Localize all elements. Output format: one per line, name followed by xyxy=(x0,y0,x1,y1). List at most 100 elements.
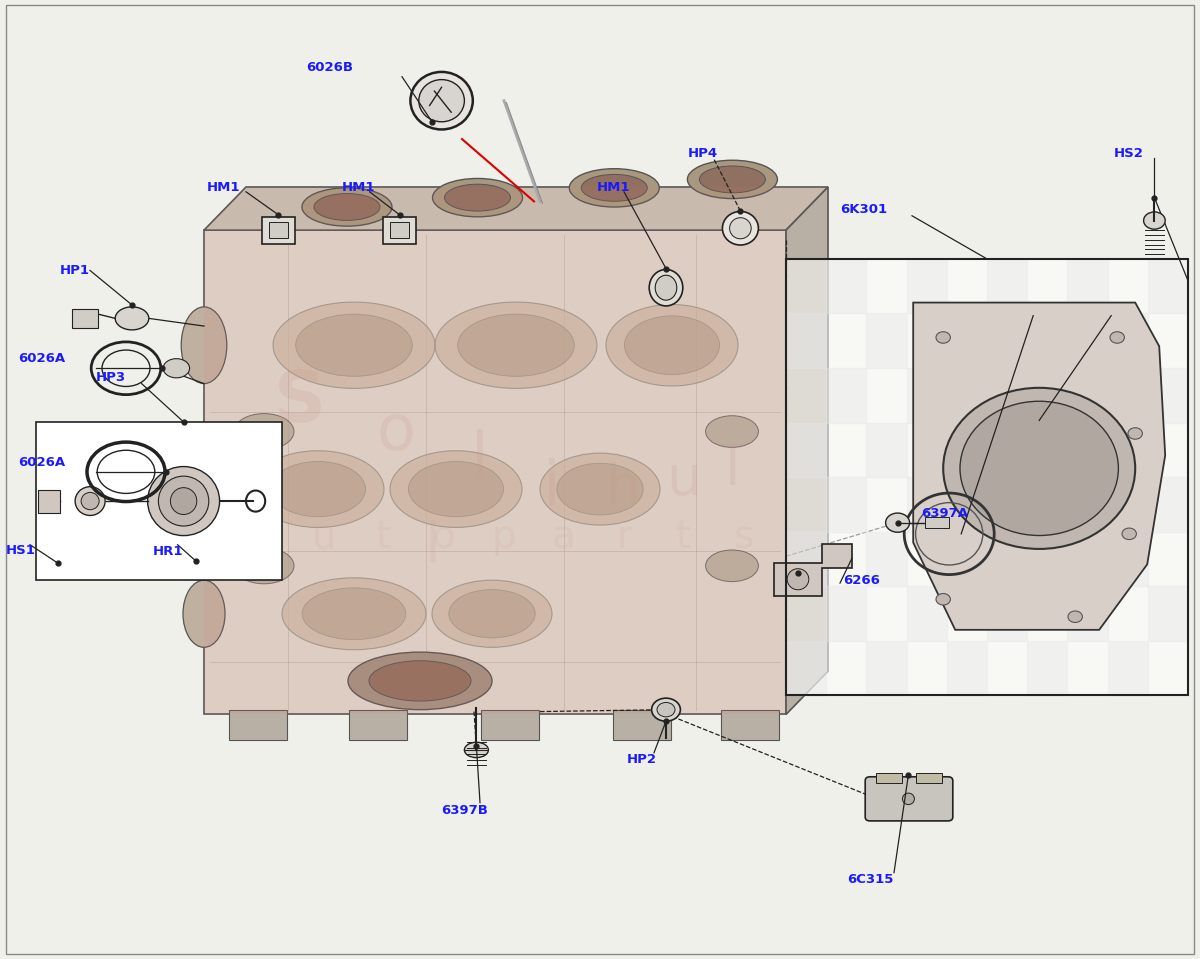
Ellipse shape xyxy=(270,461,366,517)
Ellipse shape xyxy=(432,580,552,647)
Ellipse shape xyxy=(652,698,680,721)
Text: t: t xyxy=(377,518,391,556)
Bar xyxy=(907,477,947,531)
Bar xyxy=(1068,477,1108,531)
Bar xyxy=(827,259,866,314)
Ellipse shape xyxy=(234,548,294,584)
Text: HS1: HS1 xyxy=(6,544,36,557)
Bar xyxy=(786,423,826,477)
Bar xyxy=(1027,531,1068,586)
Text: 6026A: 6026A xyxy=(18,352,65,365)
Ellipse shape xyxy=(706,550,758,581)
Text: 6397A: 6397A xyxy=(922,506,968,520)
Ellipse shape xyxy=(606,304,738,386)
Bar xyxy=(1147,259,1188,314)
Text: HR1: HR1 xyxy=(152,545,182,558)
Ellipse shape xyxy=(419,80,464,122)
Ellipse shape xyxy=(82,493,100,509)
Ellipse shape xyxy=(936,332,950,343)
Ellipse shape xyxy=(457,315,575,376)
Ellipse shape xyxy=(181,307,227,384)
Ellipse shape xyxy=(295,315,413,376)
Ellipse shape xyxy=(436,302,598,388)
Ellipse shape xyxy=(464,742,488,758)
Text: S: S xyxy=(274,368,326,437)
Bar xyxy=(866,423,907,477)
Bar xyxy=(947,314,986,368)
Text: u: u xyxy=(312,518,336,556)
Text: t: t xyxy=(677,518,691,556)
Bar xyxy=(907,368,947,423)
Ellipse shape xyxy=(730,218,751,239)
Bar xyxy=(390,222,409,238)
Ellipse shape xyxy=(1110,332,1124,343)
Ellipse shape xyxy=(581,175,647,201)
Bar xyxy=(827,586,866,641)
Bar xyxy=(1108,641,1148,695)
Bar xyxy=(866,314,907,368)
Ellipse shape xyxy=(1144,212,1165,229)
Ellipse shape xyxy=(410,72,473,129)
Bar xyxy=(262,217,295,244)
Ellipse shape xyxy=(540,454,660,526)
Bar xyxy=(38,489,60,512)
Ellipse shape xyxy=(1068,611,1082,622)
Ellipse shape xyxy=(181,441,227,518)
Text: HP1: HP1 xyxy=(60,264,90,277)
Polygon shape xyxy=(204,187,828,230)
Bar xyxy=(986,368,1027,423)
Bar xyxy=(947,641,986,695)
Bar xyxy=(1068,586,1108,641)
Text: HP2: HP2 xyxy=(626,753,656,766)
Ellipse shape xyxy=(234,413,294,450)
Text: o: o xyxy=(377,401,415,462)
Ellipse shape xyxy=(936,594,950,605)
Bar xyxy=(1108,531,1148,586)
Text: p: p xyxy=(492,518,516,556)
Bar xyxy=(1108,423,1148,477)
Bar xyxy=(1068,259,1108,314)
Ellipse shape xyxy=(302,588,406,640)
Bar xyxy=(866,641,907,695)
Bar xyxy=(1108,314,1148,368)
Ellipse shape xyxy=(444,184,510,211)
Ellipse shape xyxy=(787,569,809,590)
Polygon shape xyxy=(204,230,786,714)
Polygon shape xyxy=(204,187,828,230)
FancyBboxPatch shape xyxy=(613,710,671,740)
Bar xyxy=(986,477,1027,531)
Bar xyxy=(947,423,986,477)
Bar xyxy=(947,531,986,586)
Bar xyxy=(1147,477,1188,531)
Text: 6026B: 6026B xyxy=(306,60,353,74)
Text: 6K301: 6K301 xyxy=(840,202,887,216)
Ellipse shape xyxy=(158,477,209,526)
Ellipse shape xyxy=(274,302,436,388)
Bar xyxy=(827,368,866,423)
Ellipse shape xyxy=(432,178,522,217)
Ellipse shape xyxy=(148,466,220,535)
Polygon shape xyxy=(204,230,786,714)
Text: 6C315: 6C315 xyxy=(847,873,894,886)
Text: u: u xyxy=(666,453,702,506)
Ellipse shape xyxy=(960,401,1118,535)
Text: 6397B: 6397B xyxy=(442,804,488,817)
Ellipse shape xyxy=(943,387,1135,549)
Polygon shape xyxy=(786,187,828,714)
Text: a: a xyxy=(252,518,276,556)
Ellipse shape xyxy=(184,580,226,647)
Bar xyxy=(786,314,826,368)
Ellipse shape xyxy=(1122,528,1136,540)
Ellipse shape xyxy=(688,160,778,199)
Text: 6026A: 6026A xyxy=(18,456,65,469)
Text: a: a xyxy=(552,518,576,556)
Ellipse shape xyxy=(649,269,683,306)
Text: r: r xyxy=(616,518,632,556)
Text: h: h xyxy=(606,462,642,516)
Bar xyxy=(866,531,907,586)
Ellipse shape xyxy=(569,169,659,207)
Ellipse shape xyxy=(282,577,426,650)
Text: o: o xyxy=(432,518,456,556)
FancyBboxPatch shape xyxy=(721,710,779,740)
Ellipse shape xyxy=(722,211,758,245)
